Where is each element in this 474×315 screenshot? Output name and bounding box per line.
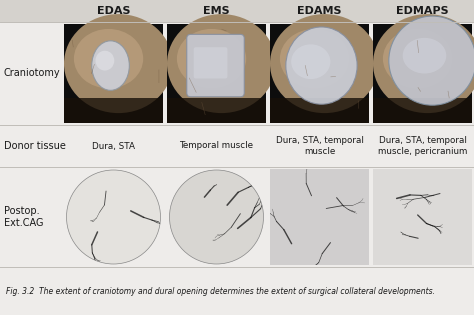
Text: Dura, STA: Dura, STA: [92, 141, 135, 151]
Text: Temporal muscle: Temporal muscle: [180, 141, 254, 151]
Bar: [270, 169, 369, 265]
Ellipse shape: [280, 29, 349, 88]
Text: EMS: EMS: [203, 6, 230, 16]
Circle shape: [170, 170, 264, 264]
Bar: [64, 98, 163, 123]
Bar: [373, 169, 472, 265]
Bar: [64, 24, 163, 123]
Bar: [270, 24, 369, 123]
Text: Dura, STA, temporal
muscle: Dura, STA, temporal muscle: [275, 136, 364, 156]
Ellipse shape: [403, 38, 446, 73]
FancyBboxPatch shape: [194, 47, 228, 78]
Ellipse shape: [177, 29, 246, 88]
Bar: [270, 98, 369, 123]
Text: EDAS: EDAS: [97, 6, 130, 16]
Bar: [373, 24, 472, 123]
Text: Donor tissue: Donor tissue: [4, 141, 66, 151]
Ellipse shape: [291, 44, 330, 79]
Text: EDMAPS: EDMAPS: [396, 6, 449, 16]
Bar: [167, 98, 266, 123]
Bar: [167, 24, 266, 123]
Ellipse shape: [95, 51, 114, 71]
Bar: [270, 24, 369, 123]
Text: Craniotomy: Craniotomy: [4, 68, 61, 78]
Ellipse shape: [373, 14, 474, 113]
Bar: [167, 24, 266, 123]
Bar: [0, 0, 474, 22]
Text: Fig. 3.2  The extent of craniotomy and dural opening determines the extent of su: Fig. 3.2 The extent of craniotomy and du…: [6, 287, 435, 295]
Bar: [64, 24, 163, 123]
FancyBboxPatch shape: [187, 34, 244, 97]
Text: Postop.
Ext.CAG: Postop. Ext.CAG: [4, 206, 44, 228]
Ellipse shape: [383, 29, 452, 88]
Ellipse shape: [167, 14, 276, 113]
Ellipse shape: [389, 16, 474, 105]
Ellipse shape: [270, 14, 379, 113]
Ellipse shape: [286, 27, 357, 104]
Ellipse shape: [92, 41, 129, 90]
Text: EDAMS: EDAMS: [297, 6, 342, 16]
Ellipse shape: [64, 14, 173, 113]
Text: Dura, STA, temporal
muscle, pericranium: Dura, STA, temporal muscle, pericranium: [378, 136, 467, 156]
Bar: [373, 98, 472, 123]
Circle shape: [66, 170, 161, 264]
Ellipse shape: [74, 29, 143, 88]
Bar: [373, 24, 472, 123]
